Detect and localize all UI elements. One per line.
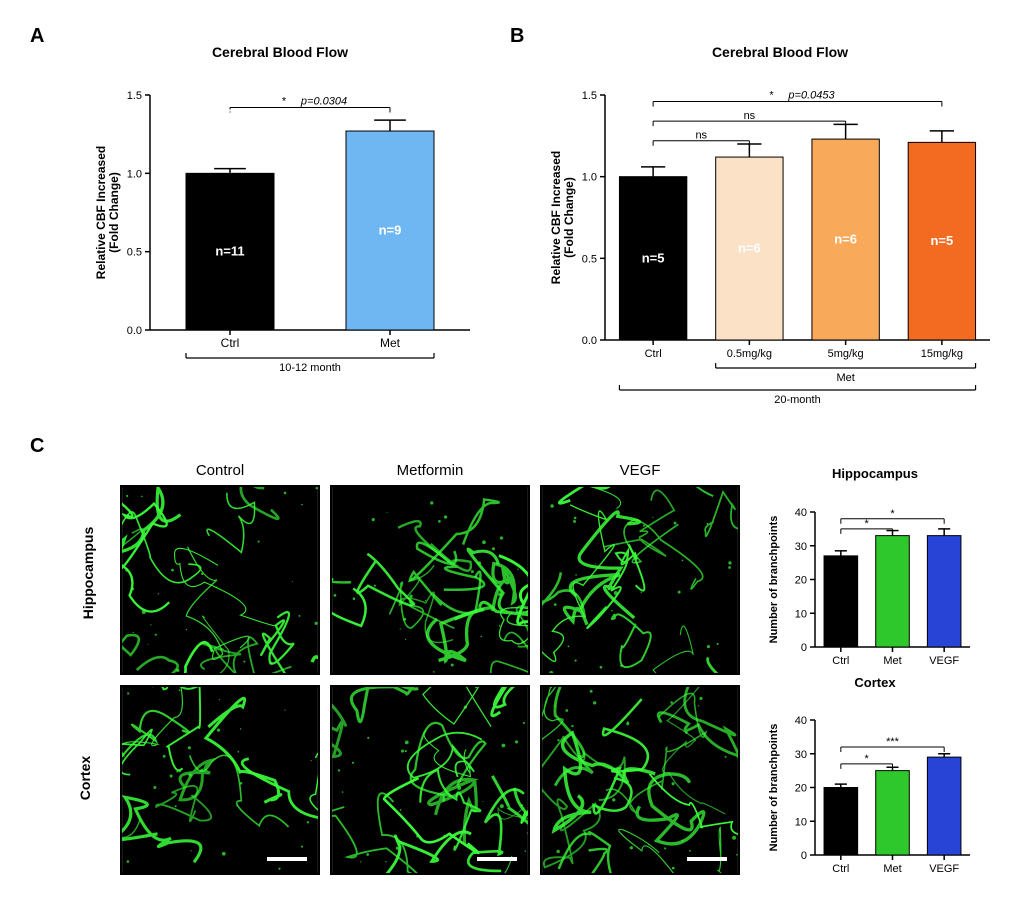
cortex-chart-title: Cortex: [790, 675, 960, 690]
svg-text:Number of branchpoints: Number of branchpoints: [768, 724, 780, 852]
svg-text:0.5mg/kg: 0.5mg/kg: [727, 348, 772, 360]
panel-b-title: Cerebral Blood Flow: [620, 44, 940, 60]
panel-a-chart: 0.0 0.5 1.0 1.5 Relative CBF Increased(Fold …: [60, 60, 480, 400]
svg-text:Relative CBF Increased: Relative CBF Increased: [94, 146, 108, 279]
svg-text:n=11: n=11: [215, 244, 244, 259]
svg-text:10-12 month: 10-12 month: [279, 362, 341, 374]
svg-text:0.5: 0.5: [127, 247, 142, 259]
svg-text:(Fold Change): (Fold Change): [107, 172, 121, 253]
hippo-chart: 0 10 20 30 40 Number of branchpoints Ctrl Met VE…: [760, 482, 980, 677]
svg-text:30: 30: [795, 541, 807, 553]
svg-text:*: *: [865, 518, 870, 530]
micro-control-hippo: [120, 485, 320, 675]
svg-text:*: *: [282, 96, 287, 108]
svg-text:n=9: n=9: [379, 223, 402, 238]
col-metformin-label: Metformin: [330, 462, 530, 479]
svg-text:Met: Met: [380, 336, 401, 350]
panel-c-label: C: [30, 435, 44, 458]
svg-text:VEGF: VEGF: [929, 863, 959, 875]
micro-vegf-cortex: [540, 685, 740, 875]
svg-text:10: 10: [795, 608, 807, 620]
svg-text:***: ***: [886, 736, 900, 748]
svg-text:Met: Met: [883, 863, 901, 875]
col-vegf-label: VEGF: [540, 462, 740, 479]
svg-text:20-month: 20-month: [774, 394, 820, 406]
svg-text:40: 40: [795, 715, 807, 727]
svg-text:n=6: n=6: [834, 232, 857, 247]
svg-text:0.0: 0.0: [127, 325, 142, 337]
panel-b-label: B: [510, 25, 524, 48]
svg-text:Ctrl: Ctrl: [832, 863, 849, 875]
svg-text:1.5: 1.5: [582, 90, 597, 102]
svg-text:p=0.0304: p=0.0304: [300, 96, 347, 108]
panel-b-chart: 0.0 0.5 1.0 1.5 Relative CBF Increased(Fold …: [520, 60, 1000, 430]
micro-control-cortex: [120, 685, 320, 875]
svg-text:5mg/kg: 5mg/kg: [828, 348, 864, 360]
svg-text:0: 0: [801, 850, 807, 862]
svg-text:1.5: 1.5: [127, 90, 142, 102]
col-control-label: Control: [120, 462, 320, 479]
svg-text:Ctrl: Ctrl: [221, 336, 240, 350]
svg-text:(Fold Change): (Fold Change): [562, 177, 576, 258]
svg-text:20: 20: [795, 575, 807, 587]
svg-text:15mg/kg: 15mg/kg: [921, 348, 963, 360]
row-cortex-label: Cortex: [77, 748, 93, 808]
micro-vegf-hippo: [540, 485, 740, 675]
svg-text:0.5: 0.5: [582, 253, 597, 265]
micro-met-hippo: [330, 485, 530, 675]
svg-text:n=6: n=6: [738, 241, 761, 256]
panel-a-label: A: [30, 25, 44, 48]
hippo-chart-title: Hippocampus: [790, 466, 960, 481]
svg-text:Ctrl: Ctrl: [645, 348, 662, 360]
svg-text:20: 20: [795, 783, 807, 795]
svg-text:Number of branchpoints: Number of branchpoints: [768, 516, 780, 644]
svg-text:40: 40: [795, 507, 807, 519]
svg-text:1.0: 1.0: [127, 168, 142, 180]
svg-text:ns: ns: [744, 110, 756, 122]
row-hippo-label: Hippocampus: [80, 513, 96, 633]
figure-root: A Cerebral Blood Flow 0.0 0.5 1.0 1.5 Relati…: [20, 20, 1000, 896]
svg-text:10: 10: [795, 816, 807, 828]
svg-text:n=5: n=5: [642, 250, 665, 265]
svg-text:n=5: n=5: [930, 233, 953, 248]
svg-text:ns: ns: [695, 130, 707, 142]
svg-text:30: 30: [795, 749, 807, 761]
svg-text:Relative CBF Increased: Relative CBF Increased: [549, 151, 563, 284]
svg-text:*: *: [769, 90, 774, 102]
svg-text:*: *: [890, 508, 895, 520]
svg-text:0.0: 0.0: [582, 335, 597, 347]
micro-met-cortex: [330, 685, 530, 875]
cortex-chart: 0 10 20 30 40 Number of branchpoints Ctrl Met VE…: [760, 690, 980, 885]
svg-text:*: *: [865, 753, 870, 765]
svg-text:Met: Met: [883, 655, 901, 667]
svg-text:Met: Met: [836, 372, 854, 384]
svg-text:0: 0: [801, 642, 807, 654]
panel-a-title: Cerebral Blood Flow: [140, 44, 420, 60]
svg-text:p=0.0453: p=0.0453: [787, 90, 835, 102]
svg-text:1.0: 1.0: [582, 172, 597, 184]
svg-text:VEGF: VEGF: [929, 655, 959, 667]
svg-text:Ctrl: Ctrl: [832, 655, 849, 667]
